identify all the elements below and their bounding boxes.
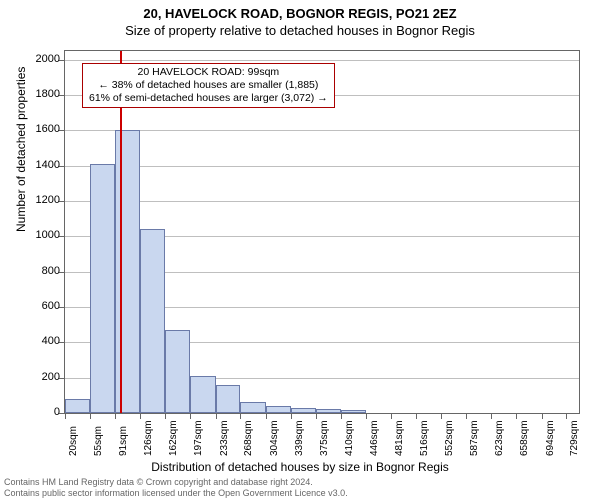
ytick-label: 200 xyxy=(12,371,60,383)
xtick xyxy=(115,413,116,419)
xtick xyxy=(516,413,517,419)
xtick-label: 197sqm xyxy=(193,420,204,456)
xtick xyxy=(266,413,267,419)
gridline xyxy=(65,166,579,167)
histogram-bar xyxy=(266,406,291,413)
histogram-bar xyxy=(165,330,190,413)
histogram-bar xyxy=(240,402,265,413)
xtick-label: 587sqm xyxy=(469,420,480,456)
xtick-label: 694sqm xyxy=(545,420,556,456)
ytick-label: 1000 xyxy=(12,229,60,241)
callout-line2: ← 38% of detached houses are smaller (1,… xyxy=(89,79,328,92)
xtick xyxy=(291,413,292,419)
callout-line1: 20 HAVELOCK ROAD: 99sqm xyxy=(89,66,328,79)
xtick xyxy=(341,413,342,419)
xtick-label: 126sqm xyxy=(143,420,154,456)
histogram-bar xyxy=(90,164,115,413)
histogram-bar xyxy=(316,409,341,413)
xtick xyxy=(416,413,417,419)
ytick-label: 800 xyxy=(12,265,60,277)
xtick-label: 658sqm xyxy=(519,420,530,456)
xtick xyxy=(240,413,241,419)
xtick xyxy=(391,413,392,419)
xtick-label: 623sqm xyxy=(494,420,505,456)
histogram-bar xyxy=(291,408,316,413)
title-sub: Size of property relative to detached ho… xyxy=(0,21,600,42)
xtick xyxy=(65,413,66,419)
xtick-label: 481sqm xyxy=(394,420,405,456)
xtick xyxy=(466,413,467,419)
xtick-label: 729sqm xyxy=(569,420,580,456)
xtick xyxy=(140,413,141,419)
figure-root: 20, HAVELOCK ROAD, BOGNOR REGIS, PO21 2E… xyxy=(0,0,600,500)
footer-line1: Contains HM Land Registry data © Crown c… xyxy=(4,477,348,487)
gridline xyxy=(65,201,579,202)
xtick-label: 516sqm xyxy=(419,420,430,456)
xtick xyxy=(491,413,492,419)
xtick-label: 446sqm xyxy=(369,420,380,456)
xtick-label: 20sqm xyxy=(68,426,79,456)
xtick-label: 162sqm xyxy=(168,420,179,456)
footer-line2: Contains public sector information licen… xyxy=(4,488,348,498)
ytick-label: 1600 xyxy=(12,123,60,135)
xtick-label: 268sqm xyxy=(243,420,254,456)
xtick xyxy=(542,413,543,419)
xtick xyxy=(366,413,367,419)
ytick-label: 2000 xyxy=(12,53,60,65)
histogram-bar xyxy=(190,376,215,413)
xtick-label: 304sqm xyxy=(269,420,280,456)
gridline xyxy=(65,60,579,61)
xtick-label: 339sqm xyxy=(294,420,305,456)
x-axis-label: Distribution of detached houses by size … xyxy=(0,460,600,474)
xtick-label: 375sqm xyxy=(319,420,330,456)
histogram-bar xyxy=(65,399,90,413)
ytick-label: 1200 xyxy=(12,194,60,206)
footer-attribution: Contains HM Land Registry data © Crown c… xyxy=(4,477,348,498)
xtick xyxy=(566,413,567,419)
xtick-label: 233sqm xyxy=(219,420,230,456)
ytick-label: 1800 xyxy=(12,88,60,100)
title-main: 20, HAVELOCK ROAD, BOGNOR REGIS, PO21 2E… xyxy=(0,0,600,21)
xtick xyxy=(190,413,191,419)
callout-line3: 61% of semi-detached houses are larger (… xyxy=(89,92,328,105)
xtick-label: 552sqm xyxy=(444,420,455,456)
xtick xyxy=(216,413,217,419)
histogram-bar xyxy=(341,410,366,413)
gridline xyxy=(65,130,579,131)
ytick-label: 600 xyxy=(12,300,60,312)
xtick xyxy=(441,413,442,419)
histogram-bar xyxy=(140,229,165,413)
ytick-label: 400 xyxy=(12,335,60,347)
xtick xyxy=(316,413,317,419)
xtick xyxy=(90,413,91,419)
callout-box: 20 HAVELOCK ROAD: 99sqm ← 38% of detache… xyxy=(82,63,335,108)
xtick-label: 55sqm xyxy=(93,426,104,456)
ytick-label: 1400 xyxy=(12,159,60,171)
xtick-label: 410sqm xyxy=(344,420,355,456)
histogram-bar xyxy=(216,385,241,413)
ytick-label: 0 xyxy=(12,406,60,418)
xtick xyxy=(165,413,166,419)
xtick-label: 91sqm xyxy=(118,426,129,456)
